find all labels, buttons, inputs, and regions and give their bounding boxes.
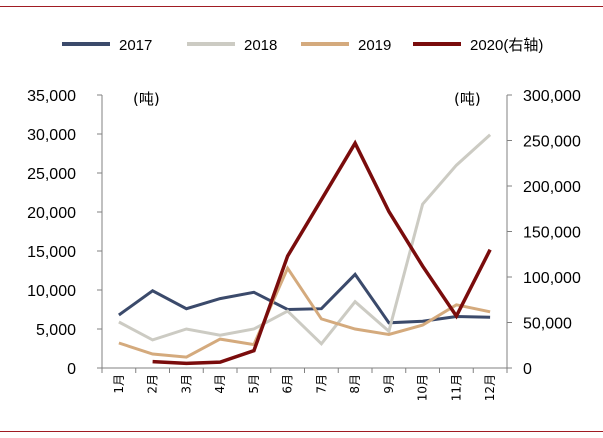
right-tick-label: 50,000	[523, 316, 572, 333]
x-tick-label: 10月	[416, 374, 430, 401]
right-axis-ticks: 0 50,000 100,000 150,000 200,000 250,000 300,0…	[507, 88, 581, 378]
x-tick-label: 2月	[146, 374, 160, 394]
x-tick-label: 5月	[247, 374, 261, 394]
left-tick-label: 20,000	[27, 205, 76, 222]
left-tick-label: 35,000	[27, 88, 76, 105]
left-axis-unit: (吨)	[133, 90, 160, 108]
x-tick-label: 12月	[483, 374, 497, 401]
x-tick-label: 4月	[213, 374, 227, 394]
legend-item-2020: 2020(右轴)	[413, 37, 543, 54]
x-tick-label: 11月	[449, 374, 463, 401]
right-tick-label: 250,000	[523, 134, 581, 151]
legend-item-2019: 2019	[301, 37, 391, 54]
left-axis-ticks: 0 5,000 10,000 15,000 20,000 25,000 30,000 35,0…	[27, 88, 102, 378]
x-tick-label: 7月	[314, 374, 328, 394]
legend: 2017 2018 2019 2020(右轴)	[62, 37, 543, 54]
x-axis-ticks: 1月 2月 3月 4月 5月 6月 7月 8月 9月 10月 11月 12月	[101, 368, 508, 401]
left-tick-label: 15,000	[27, 244, 76, 261]
right-axis-unit: (吨)	[454, 90, 481, 108]
left-tick-label: 5,000	[36, 322, 76, 339]
right-tick-label: 100,000	[523, 270, 581, 287]
top-border	[0, 6, 603, 7]
series-line-2018	[118, 133, 492, 347]
series-line-2020	[152, 139, 492, 366]
series-line-2019	[118, 265, 491, 359]
legend-label-2020: 2020(右轴)	[470, 37, 543, 54]
series-layer	[118, 133, 492, 366]
right-tick-label: 300,000	[523, 88, 581, 105]
legend-label-2017: 2017	[119, 37, 152, 54]
right-tick-label: 150,000	[523, 225, 581, 242]
legend-label-2018: 2018	[244, 37, 277, 54]
legend-item-2017: 2017	[62, 37, 152, 54]
x-tick-label: 1月	[112, 374, 126, 394]
left-tick-label: 25,000	[27, 166, 76, 183]
legend-item-2018: 2018	[187, 37, 277, 54]
right-tick-label: 0	[523, 361, 532, 378]
x-tick-label: 3月	[179, 374, 193, 394]
x-tick-label: 9月	[382, 374, 396, 394]
left-tick-label: 0	[67, 361, 76, 378]
bottom-border	[0, 431, 603, 432]
left-tick-label: 10,000	[27, 283, 76, 300]
right-tick-label: 200,000	[523, 179, 581, 196]
legend-label-2019: 2019	[358, 37, 391, 54]
left-tick-label: 30,000	[27, 127, 76, 144]
x-tick-label: 8月	[348, 374, 362, 394]
x-tick-label: 6月	[281, 374, 295, 394]
